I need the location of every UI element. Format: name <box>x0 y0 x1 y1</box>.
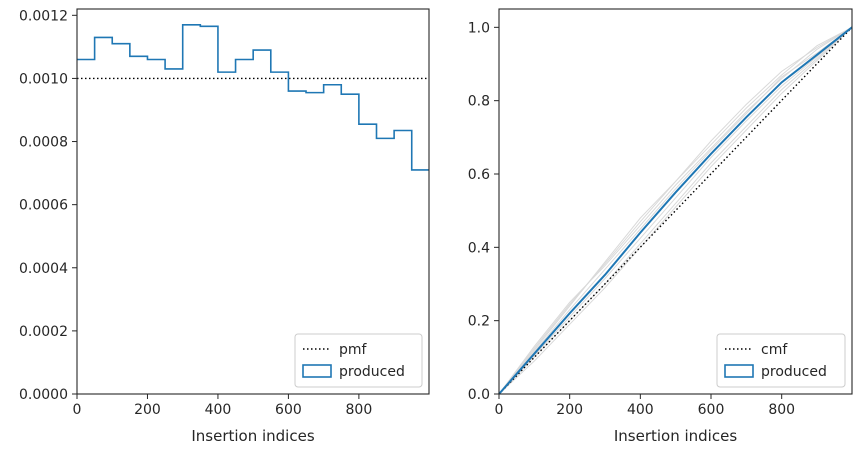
background-sample-line <box>498 26 853 395</box>
series-line-produced <box>498 26 853 395</box>
axes-frame <box>498 8 853 395</box>
x-axis-label: Insertion indices <box>191 427 314 445</box>
y-tick-label: 0.8 <box>468 94 490 110</box>
y-tick-label: 0.0012 <box>19 8 68 24</box>
background-sample-line <box>498 26 853 395</box>
legend-marker-produced <box>302 364 332 378</box>
y-tick-label: 0.0002 <box>19 324 68 340</box>
y-tick-label: 0.0 <box>468 387 490 403</box>
legend-label-produced: produced <box>761 364 827 380</box>
cmf-line-panel: 0 200 400 600 800 0.0 0.2 0.4 0.6 0.8 1.0 Insertion… <box>468 8 853 445</box>
x-tick-label: 0 <box>495 402 504 418</box>
legend-label-produced: produced <box>339 364 405 380</box>
y-tick-label: 0.4 <box>468 240 490 256</box>
series-line-produced <box>77 23 429 171</box>
legend-box <box>294 333 423 388</box>
x-tick-label: 800 <box>768 402 795 418</box>
x-tick-label: 400 <box>627 402 654 418</box>
legend-label-pmf: pmf <box>339 342 368 358</box>
x-axis-label: Insertion indices <box>614 427 737 445</box>
series-line-cmf <box>498 26 853 395</box>
axes-frame <box>76 8 430 395</box>
pmf-histogram-panel: 0 200 400 600 800 0.0000 0.0002 0.0004 0.0006 0.0… <box>19 8 430 445</box>
y-tick-label: 0.0008 <box>19 135 68 151</box>
y-tick-label: 0.0006 <box>19 198 68 214</box>
y-tick-label: 0.0000 <box>19 387 68 403</box>
y-tick-label: 0.2 <box>468 314 490 330</box>
x-tick-label: 600 <box>698 402 725 418</box>
y-tick-label: 0.0010 <box>19 71 68 87</box>
x-tick-label: 200 <box>134 402 161 418</box>
x-tick-label: 600 <box>275 402 302 418</box>
background-sample-line <box>498 26 853 395</box>
y-tick-label: 0.0004 <box>19 261 68 277</box>
x-tick-label: 0 <box>73 402 82 418</box>
y-tick-label: 1.0 <box>468 20 490 36</box>
x-tick-label: 200 <box>556 402 583 418</box>
x-tick-label: 800 <box>346 402 373 418</box>
background-sample-line <box>498 26 853 395</box>
legend-marker-produced <box>724 364 754 378</box>
legend: pmf produced <box>294 333 423 388</box>
legend-box <box>716 333 846 388</box>
y-tick-label: 0.6 <box>468 167 490 183</box>
legend-label-cmf: cmf <box>761 342 788 358</box>
x-tick-label: 400 <box>205 402 232 418</box>
legend: cmf produced <box>716 333 846 388</box>
